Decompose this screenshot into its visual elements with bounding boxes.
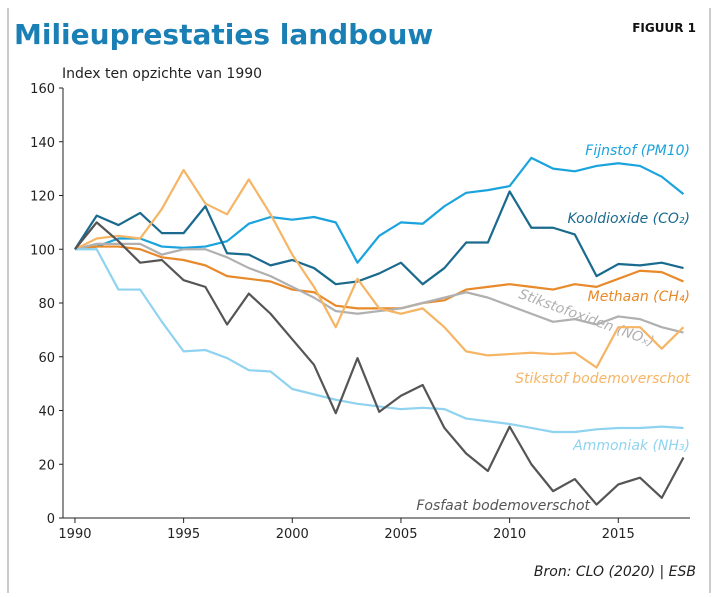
- figure-label: FIGUUR 1: [632, 21, 696, 35]
- series-label: Fijnstof (PM10): [585, 143, 690, 159]
- series-line: [74, 190, 684, 286]
- series-label: Stikstof bodemoverschot: [515, 371, 690, 387]
- series-label: Ammoniak (NH₃): [572, 438, 690, 454]
- y-tick-label: 40: [38, 405, 55, 420]
- y-tick-label: 60: [38, 351, 55, 366]
- x-tick-label: 1990: [58, 527, 91, 542]
- y-axis-label: Index ten opzichte van 1990: [62, 66, 262, 82]
- x-tick-label: 1995: [167, 527, 200, 542]
- series-line: [74, 242, 684, 334]
- series-label: Kooldioxide (CO₂): [568, 211, 691, 227]
- x-tick-label: 2010: [493, 527, 526, 542]
- series-label: Methaan (CH₄): [588, 289, 690, 305]
- series-line: [74, 221, 685, 506]
- source: Bron: CLO (2020) | ESB: [534, 564, 696, 580]
- x-tick-label: 2015: [602, 527, 635, 542]
- y-tick-label: 100: [30, 243, 55, 258]
- series-line: [74, 156, 685, 264]
- y-tick-label: 80: [38, 297, 55, 312]
- series-line: [74, 248, 684, 434]
- y-tick-label: 160: [30, 82, 55, 97]
- x-tick-label: 2000: [276, 527, 309, 542]
- x-tick-label: 2005: [384, 527, 417, 542]
- y-tick-label: 120: [30, 190, 55, 205]
- chart-title: Milieuprestaties landbouw: [14, 18, 433, 51]
- y-tick-label: 140: [30, 136, 55, 151]
- y-tick-label: 20: [38, 458, 55, 473]
- series-line: [74, 168, 685, 369]
- y-tick-label: 0: [47, 512, 55, 527]
- series-label: Fosfaat bodemoverschot: [416, 498, 590, 514]
